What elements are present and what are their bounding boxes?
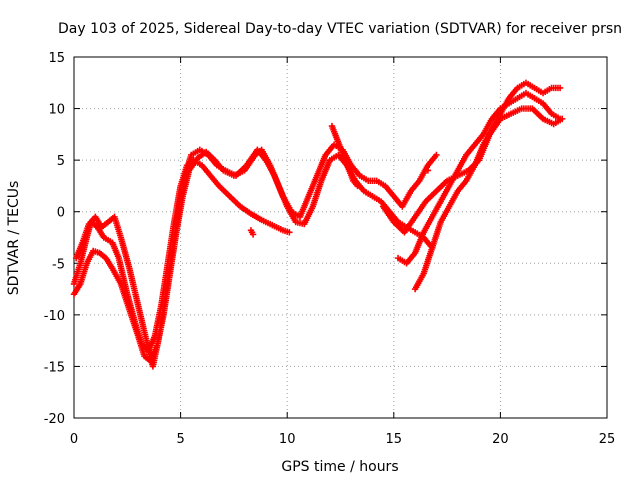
tick-labels: 0 5 10 15 20 25 -20 -15 -10 -5 0 5 10 15 <box>44 51 616 447</box>
x-tick-label: 20 <box>492 432 509 447</box>
chart-title: Day 103 of 2025, Sidereal Day-to-day VTE… <box>58 21 622 37</box>
data-point <box>559 115 566 123</box>
y-tick-label: 15 <box>48 51 65 66</box>
y-tick-label: -5 <box>52 257 65 272</box>
data-point <box>556 84 564 92</box>
y-tick-label: -20 <box>44 412 65 427</box>
ticks <box>73 56 608 419</box>
data-point <box>424 167 432 174</box>
data-point <box>354 182 361 190</box>
y-tick-label: 5 <box>57 154 65 169</box>
y-tick-label: 0 <box>57 206 65 221</box>
data-points <box>70 79 566 370</box>
y-axis-label: SDTVAR / TECUs <box>6 181 22 296</box>
x-axis-label: GPS time / hours <box>281 459 398 475</box>
y-tick-label: -10 <box>44 309 65 324</box>
data-point <box>286 229 293 236</box>
plot-frame-group <box>73 56 608 419</box>
plot-frame <box>73 56 608 419</box>
y-tick-label: -15 <box>44 360 65 375</box>
x-tick-label: 15 <box>386 432 403 447</box>
x-tick-label: 5 <box>176 432 184 447</box>
x-tick-label: 0 <box>70 432 78 447</box>
data-point <box>249 231 257 238</box>
x-tick-label: 10 <box>279 432 296 447</box>
x-tick-label: 25 <box>599 432 616 447</box>
data-point <box>433 151 440 159</box>
y-tick-label: 10 <box>48 103 65 118</box>
